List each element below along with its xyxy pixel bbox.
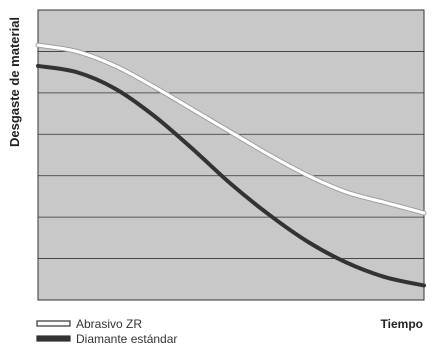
y-axis-label: Desgaste de material	[7, 17, 22, 147]
x-axis-label: Tiempo	[381, 317, 423, 331]
series-line-abrasivo	[36, 43, 426, 215]
series-lines	[35, 42, 427, 288]
gridlines	[38, 51, 424, 259]
legend: Abrasivo ZR Diamante estándar	[36, 317, 177, 346]
series-line-diamante	[36, 63, 426, 288]
legend-label-abrasivo: Abrasivo ZR	[76, 317, 142, 331]
legend-swatch-diamante	[36, 335, 71, 342]
plot-area	[37, 9, 425, 301]
legend-label-diamante: Diamante estándar	[76, 332, 177, 346]
legend-swatch-abrasivo	[36, 320, 71, 327]
